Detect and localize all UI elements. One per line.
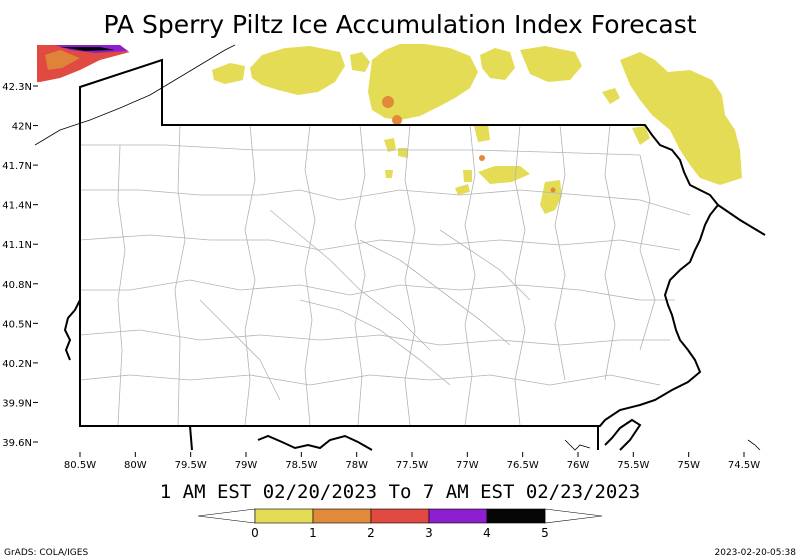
lat-tick-label: 41.7N xyxy=(2,161,32,172)
footer-source: GrADS: COLA/IGES xyxy=(4,548,88,558)
lat-tick-label: 42.3N xyxy=(2,82,32,93)
legend-right-arrow xyxy=(544,508,603,524)
shoreline xyxy=(34,44,761,451)
lat-tick-label: 40.8N xyxy=(2,280,32,291)
legend-label: 5 xyxy=(541,526,549,540)
lon-tick-label: 80W xyxy=(124,460,147,471)
state-boundaries xyxy=(63,58,766,451)
legend-color-box xyxy=(486,508,546,524)
legend-label: 3 xyxy=(425,526,433,540)
ice-accumulation-shading xyxy=(37,44,742,214)
lon-tick-label: 75.5W xyxy=(617,460,649,471)
lon-tick-label: 78W xyxy=(345,460,368,471)
lon-tick-label: 79W xyxy=(235,460,258,471)
lon-tick-label: 75W xyxy=(677,460,700,471)
lat-tick-label: 42N xyxy=(12,122,32,133)
lat-tick-label: 40.5N xyxy=(2,319,32,330)
lon-tick-label: 76.5W xyxy=(507,460,539,471)
lon-tick-label: 76W xyxy=(567,460,590,471)
legend-left-arrow xyxy=(197,508,256,524)
lon-tick-label: 74.5W xyxy=(728,460,760,471)
lon-tick-label: 77W xyxy=(456,460,479,471)
lat-tick-label: 41.1N xyxy=(2,240,32,251)
legend-label: 1 xyxy=(309,526,317,540)
lon-tick-label: 77.5W xyxy=(396,460,428,471)
legend-colorbar: 0 1 2 3 4 5 xyxy=(197,508,603,540)
lat-tick-label: 41.4N xyxy=(2,201,32,212)
lon-tick-label: 78.5W xyxy=(285,460,317,471)
longitude-axis: 80.5W 80W 79.5W 79W 78.5W 78W 77.5W 77W 76.5W 76W… xyxy=(64,452,760,471)
lat-tick-label: 39.9N xyxy=(2,398,32,409)
latitude-axis: 42.3N 42N 41.7N 41.4N 41.1N 40.8N 40.5N 40.2N 39… xyxy=(2,82,38,449)
legend-color-box xyxy=(428,508,488,524)
footer-timestamp: 2023-02-20-05:38 xyxy=(715,548,797,558)
county-boundaries xyxy=(79,124,691,426)
lat-tick-label: 40.2N xyxy=(2,359,32,370)
lon-tick-label: 79.5W xyxy=(175,460,207,471)
legend-label: 4 xyxy=(483,526,491,540)
legend-color-box xyxy=(370,508,430,524)
legend-color-box xyxy=(312,508,372,524)
legend-label: 2 xyxy=(367,526,375,540)
lon-tick-label: 80.5W xyxy=(64,460,96,471)
legend-color-box xyxy=(254,508,314,524)
legend-label: 0 xyxy=(251,526,259,540)
valid-period: 1 AM EST 02/20/2023 To 7 AM EST 02/23/20… xyxy=(160,481,640,503)
lat-tick-label: 39.6N xyxy=(2,438,32,449)
map-title: PA Sperry Piltz Ice Accumulation Index F… xyxy=(103,10,696,39)
